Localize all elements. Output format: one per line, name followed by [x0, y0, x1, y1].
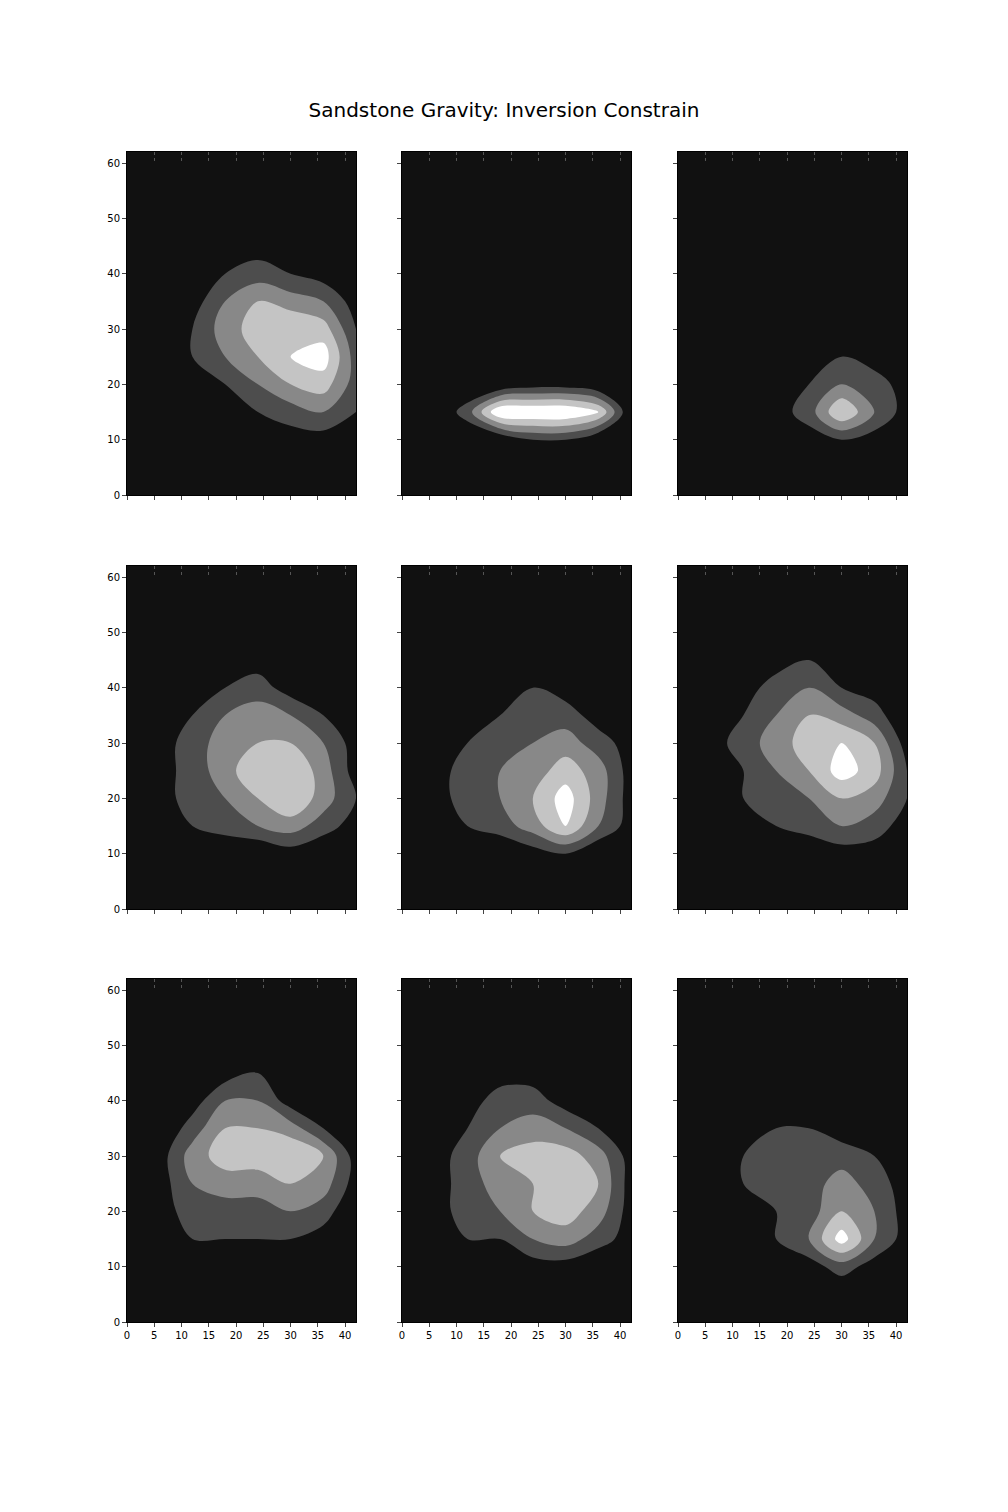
svg-text:20: 20: [107, 793, 120, 804]
svg-text:30: 30: [835, 1330, 848, 1341]
svg-text:60: 60: [107, 985, 120, 996]
svg-text:0: 0: [399, 1330, 405, 1341]
svg-text:35: 35: [862, 1330, 875, 1341]
svg-text:20: 20: [107, 379, 120, 390]
svg-text:25: 25: [532, 1330, 545, 1341]
svg-text:10: 10: [726, 1330, 739, 1341]
svg-text:40: 40: [339, 1330, 352, 1341]
svg-text:5: 5: [151, 1330, 157, 1341]
svg-text:5: 5: [426, 1330, 432, 1341]
svg-text:20: 20: [107, 1206, 120, 1217]
svg-text:10: 10: [107, 434, 120, 445]
svg-text:40: 40: [890, 1330, 903, 1341]
svg-text:20: 20: [505, 1330, 518, 1341]
svg-text:25: 25: [808, 1330, 821, 1341]
svg-text:5: 5: [702, 1330, 708, 1341]
svg-text:50: 50: [107, 627, 120, 638]
svg-text:30: 30: [107, 738, 120, 749]
svg-text:0: 0: [124, 1330, 130, 1341]
svg-text:15: 15: [477, 1330, 490, 1341]
svg-text:40: 40: [107, 268, 120, 279]
svg-text:Sandstone Gravity: Inversion C: Sandstone Gravity: Inversion Constrain: [309, 98, 700, 122]
svg-text:10: 10: [450, 1330, 463, 1341]
svg-text:25: 25: [257, 1330, 270, 1341]
svg-text:15: 15: [753, 1330, 766, 1341]
svg-text:40: 40: [614, 1330, 627, 1341]
svg-text:20: 20: [230, 1330, 243, 1341]
svg-text:30: 30: [107, 1151, 120, 1162]
svg-text:0: 0: [114, 490, 120, 501]
svg-text:30: 30: [284, 1330, 297, 1341]
svg-text:35: 35: [586, 1330, 599, 1341]
svg-text:50: 50: [107, 213, 120, 224]
svg-text:15: 15: [202, 1330, 215, 1341]
svg-text:35: 35: [311, 1330, 324, 1341]
svg-text:10: 10: [107, 848, 120, 859]
svg-text:40: 40: [107, 682, 120, 693]
svg-text:60: 60: [107, 158, 120, 169]
svg-text:0: 0: [114, 1317, 120, 1328]
svg-text:0: 0: [675, 1330, 681, 1341]
svg-text:30: 30: [107, 324, 120, 335]
svg-text:0: 0: [114, 904, 120, 915]
svg-text:10: 10: [175, 1330, 188, 1341]
svg-text:30: 30: [559, 1330, 572, 1341]
svg-text:10: 10: [107, 1261, 120, 1272]
svg-text:60: 60: [107, 572, 120, 583]
svg-text:40: 40: [107, 1095, 120, 1106]
svg-text:20: 20: [781, 1330, 794, 1341]
svg-text:50: 50: [107, 1040, 120, 1051]
